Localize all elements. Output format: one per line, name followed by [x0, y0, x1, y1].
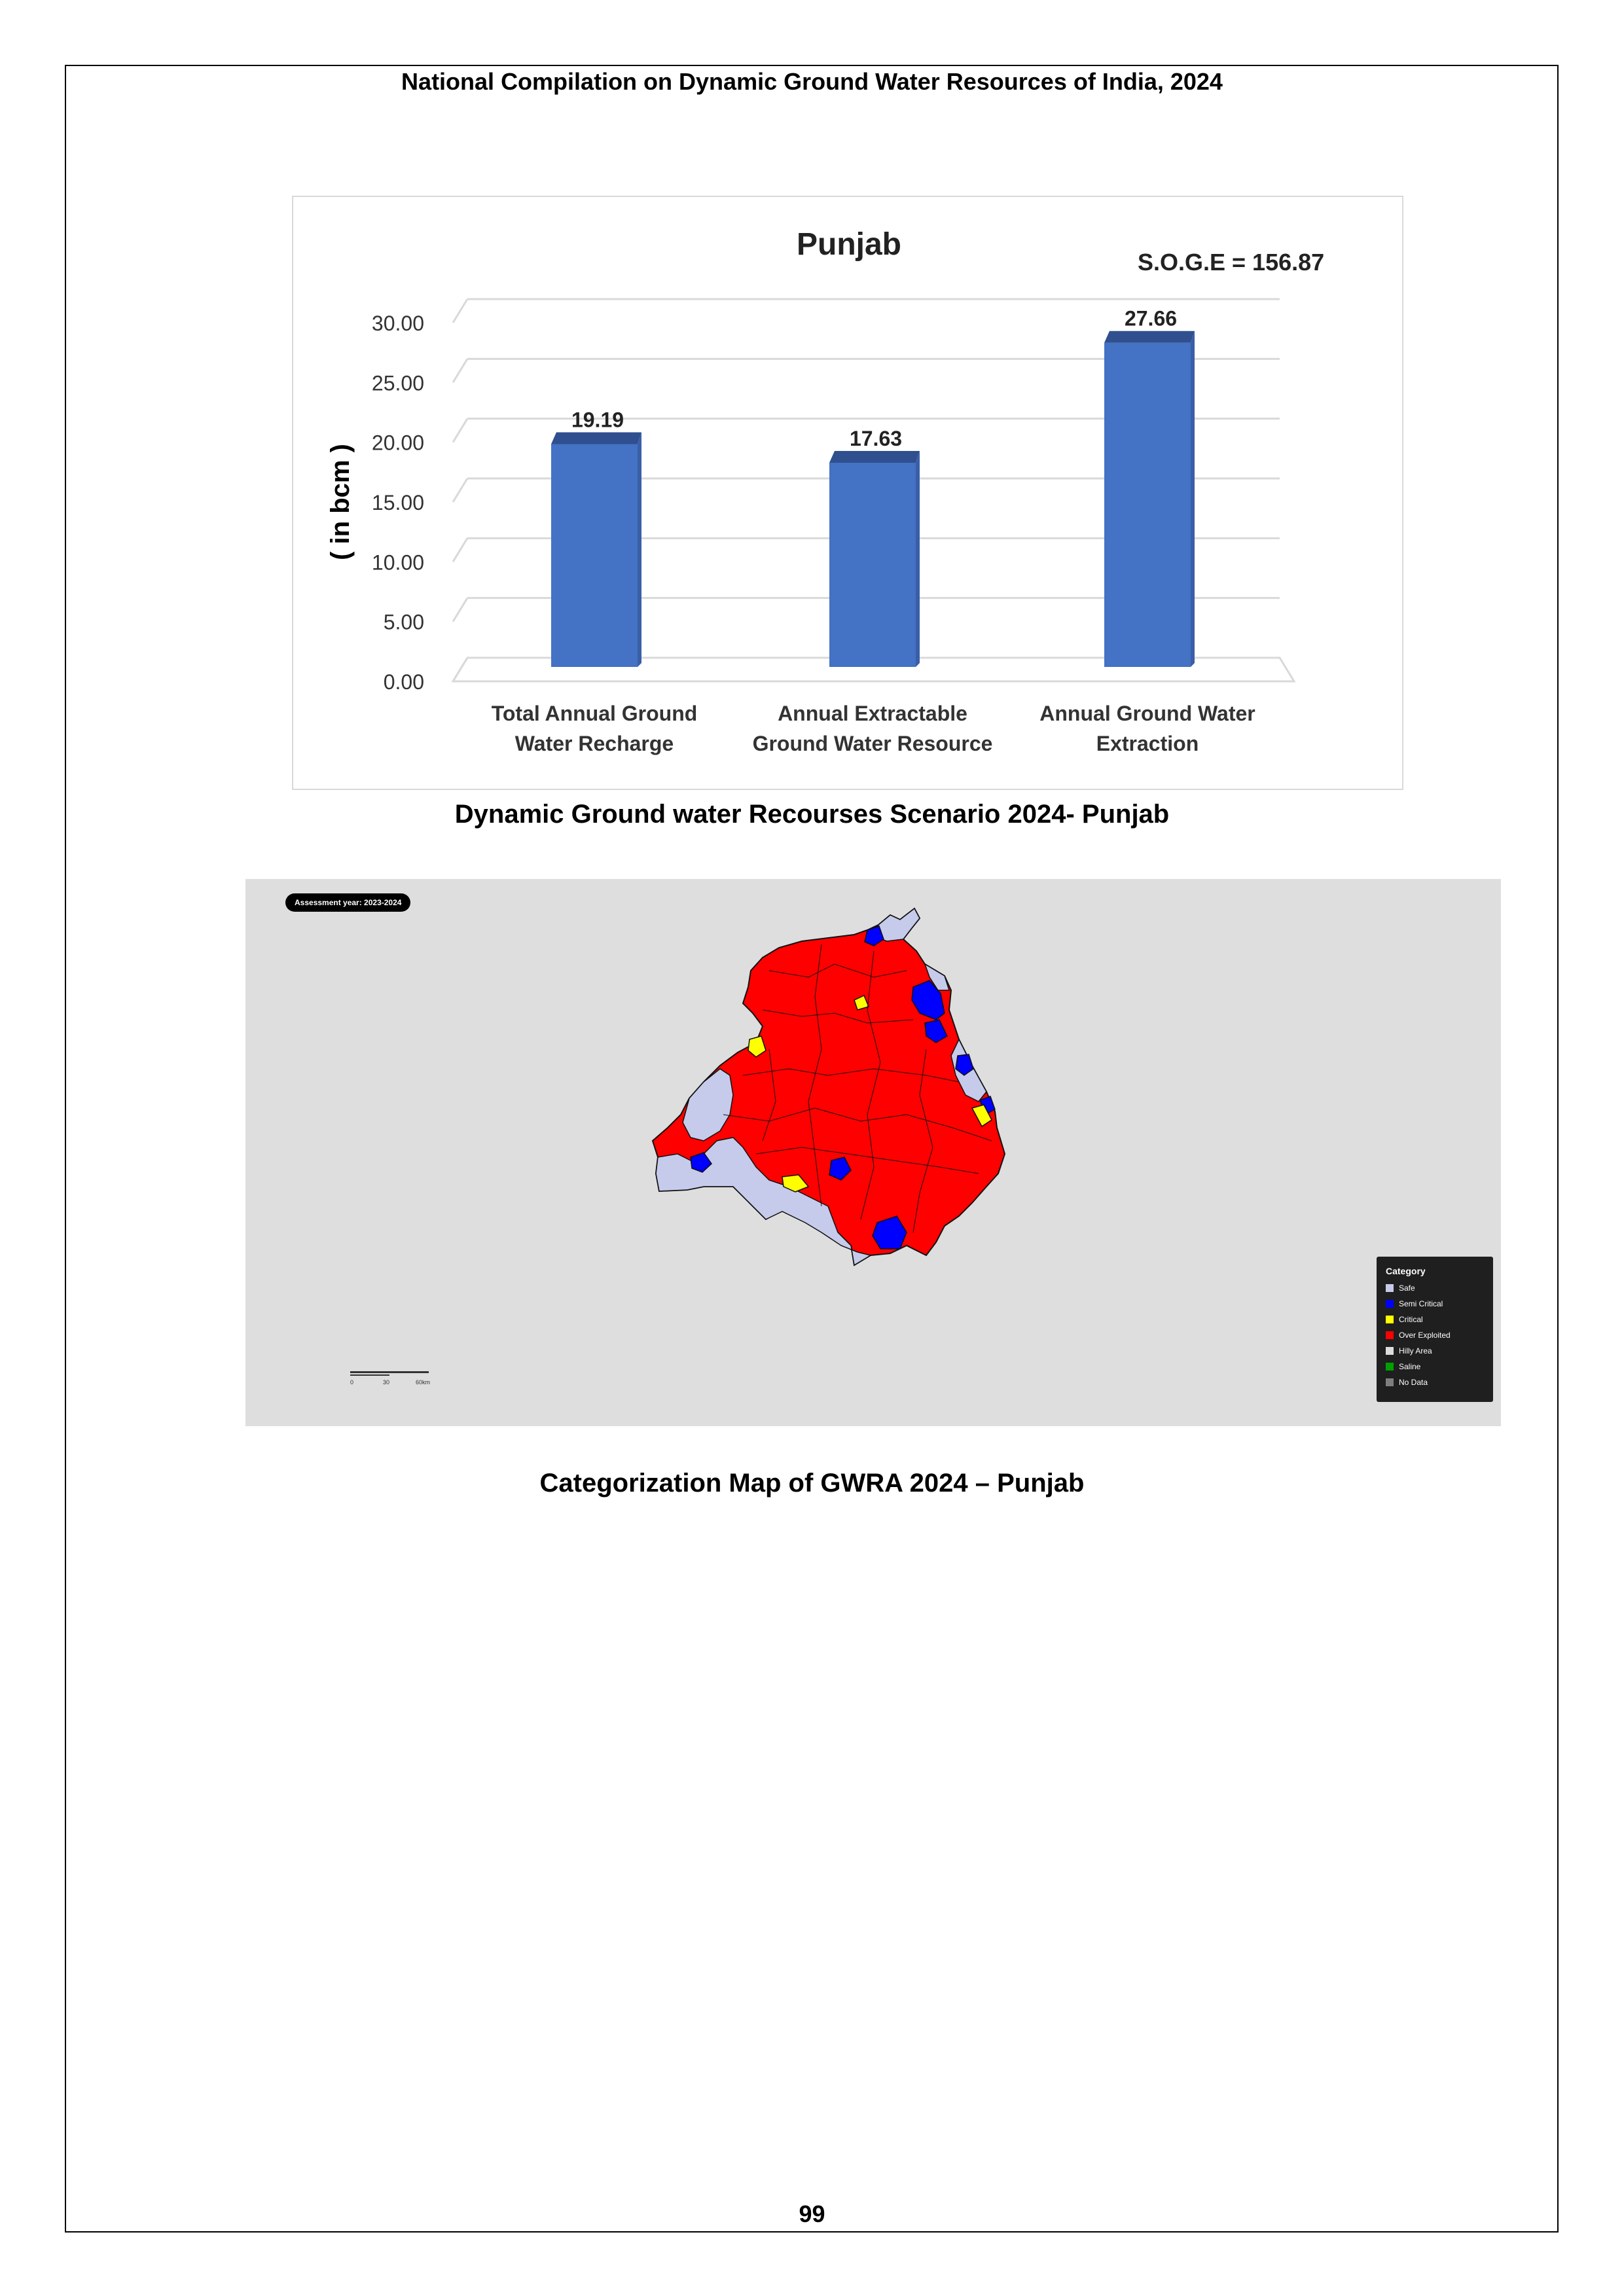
critical-1	[854, 994, 870, 1011]
legend-label-over-exploited: Over Exploited	[1399, 1331, 1451, 1340]
legend-label-critical: Critical	[1399, 1315, 1423, 1324]
scale-tick-60: 60km	[416, 1379, 430, 1386]
gridline-wall-6	[452, 298, 469, 323]
semi-critical-6	[690, 1152, 712, 1173]
bar-2	[1104, 342, 1191, 667]
chart-title: Punjab	[797, 227, 901, 262]
legend-label-no-data: No Data	[1399, 1378, 1428, 1387]
gridline-wall-1	[452, 597, 469, 622]
bar-0	[551, 444, 638, 667]
legend-label-hilly-area: Hilly Area	[1399, 1346, 1432, 1355]
punjab-map-graphic	[651, 907, 1006, 1266]
y-tick-label-3: 15.00	[372, 491, 424, 514]
gridline-wall-5	[452, 358, 469, 384]
sogE-annotation: S.O.G.E = 156.87	[1138, 249, 1324, 276]
legend-item-over-exploited[interactable]: Over Exploited	[1386, 1327, 1487, 1343]
chart-floor	[451, 656, 1296, 683]
bar-value-label-2: 27.66	[1125, 307, 1177, 331]
x-category-label-2-0: Annual Ground Water	[1039, 702, 1255, 725]
gridline-wall-2	[452, 537, 469, 563]
semi-critical-7	[829, 1157, 852, 1181]
x-category-label-0-1: Water Recharge	[515, 732, 674, 755]
legend-label-saline: Saline	[1399, 1362, 1421, 1371]
safe-region-northeast	[924, 963, 950, 991]
bar-chart: 0.00 5.00 10.00 15.00 20.00 25.00 30.00 ( in bc…	[326, 227, 1324, 755]
bar-side-0	[638, 432, 641, 667]
bar-top-0	[551, 432, 641, 444]
gridline-wall-4	[452, 418, 469, 443]
assessment-year-label: Assessment year: 2023-2024	[285, 893, 411, 912]
critical-3	[782, 1174, 810, 1193]
chart-caption: Dynamic Ground water Recourses Scenario …	[454, 800, 1170, 829]
categorization-map[interactable]: Assessment year: 2023-2024	[245, 879, 1501, 1426]
legend-item-no-data[interactable]: No Data	[1386, 1374, 1487, 1390]
x-category-label-2-1: Extraction	[1096, 732, 1199, 755]
legend-label-semi-critical: Semi Critical	[1399, 1299, 1443, 1308]
legend-swatch-critical	[1386, 1316, 1394, 1323]
semi-critical-2	[911, 980, 945, 1020]
legend-label-safe: Safe	[1399, 1283, 1415, 1293]
map-caption: Categorization Map of GWRA 2024 – Punjab	[539, 1469, 1085, 1498]
bar-value-label-1: 17.63	[850, 427, 902, 450]
legend-item-safe[interactable]: Safe	[1386, 1280, 1487, 1296]
gridline-wall-3	[452, 478, 469, 503]
scale-tick-0: 0	[350, 1379, 353, 1386]
critical-2	[748, 1035, 767, 1058]
safe-region-southwest	[655, 1137, 872, 1266]
legend-swatch-over-exploited	[1386, 1331, 1394, 1339]
y-tick-label-6: 30.00	[372, 312, 424, 335]
page-border	[65, 65, 1559, 2233]
legend-swatch-semi-critical	[1386, 1300, 1394, 1308]
bar-value-label-0: 19.19	[571, 408, 624, 431]
legend-title: Category	[1386, 1266, 1426, 1276]
legend-swatch-safe	[1386, 1284, 1394, 1292]
y-tick-label-4: 20.00	[372, 431, 424, 455]
critical-4	[971, 1104, 992, 1128]
bar-side-2	[1191, 331, 1195, 667]
semi-critical-3	[924, 1019, 948, 1043]
bar-top-2	[1104, 331, 1195, 343]
page-header: National Compilation on Dynamic Ground W…	[401, 68, 1223, 95]
legend-item-critical[interactable]: Critical	[1386, 1312, 1487, 1327]
y-tick-label-2: 10.00	[372, 550, 424, 574]
semi-critical-4	[955, 1054, 974, 1076]
legend-item-saline[interactable]: Saline	[1386, 1359, 1487, 1374]
district-boundaries	[723, 944, 992, 1233]
legend-swatch-hilly-area	[1386, 1347, 1394, 1355]
x-category-label-1-0: Annual Extractable	[778, 702, 967, 725]
y-tick-label-5: 25.00	[372, 371, 424, 395]
x-category-label-1-1: Ground Water Resource	[753, 732, 993, 755]
legend-swatch-saline	[1386, 1363, 1394, 1371]
map-scale-bar: 0 30 60km	[350, 1371, 430, 1386]
y-tick-label-1: 5.00	[384, 611, 424, 634]
y-tick-label-0: 0.00	[384, 670, 424, 694]
scale-tick-30: 30	[383, 1379, 389, 1386]
legend-item-semi-critical[interactable]: Semi Critical	[1386, 1296, 1487, 1312]
legend-swatch-no-data	[1386, 1378, 1394, 1386]
bar-1	[829, 462, 916, 667]
page-number: 99	[799, 2200, 825, 2227]
bar-side-1	[916, 450, 920, 667]
y-axis-label: ( in bcm )	[326, 444, 355, 560]
chart-container: 0.00 5.00 10.00 15.00 20.00 25.00 30.00 ( in bc…	[292, 196, 1403, 790]
semi-critical-1	[864, 925, 884, 946]
map-legend[interactable]: Category Safe Semi Critical Critical Ove…	[1377, 1257, 1493, 1402]
semi-critical-8	[872, 1215, 907, 1249]
x-category-label-0-0: Total Annual Ground	[492, 702, 698, 725]
legend-item-hilly-area[interactable]: Hilly Area	[1386, 1343, 1487, 1359]
safe-region-west	[682, 1068, 734, 1141]
bar-top-1	[829, 450, 920, 463]
